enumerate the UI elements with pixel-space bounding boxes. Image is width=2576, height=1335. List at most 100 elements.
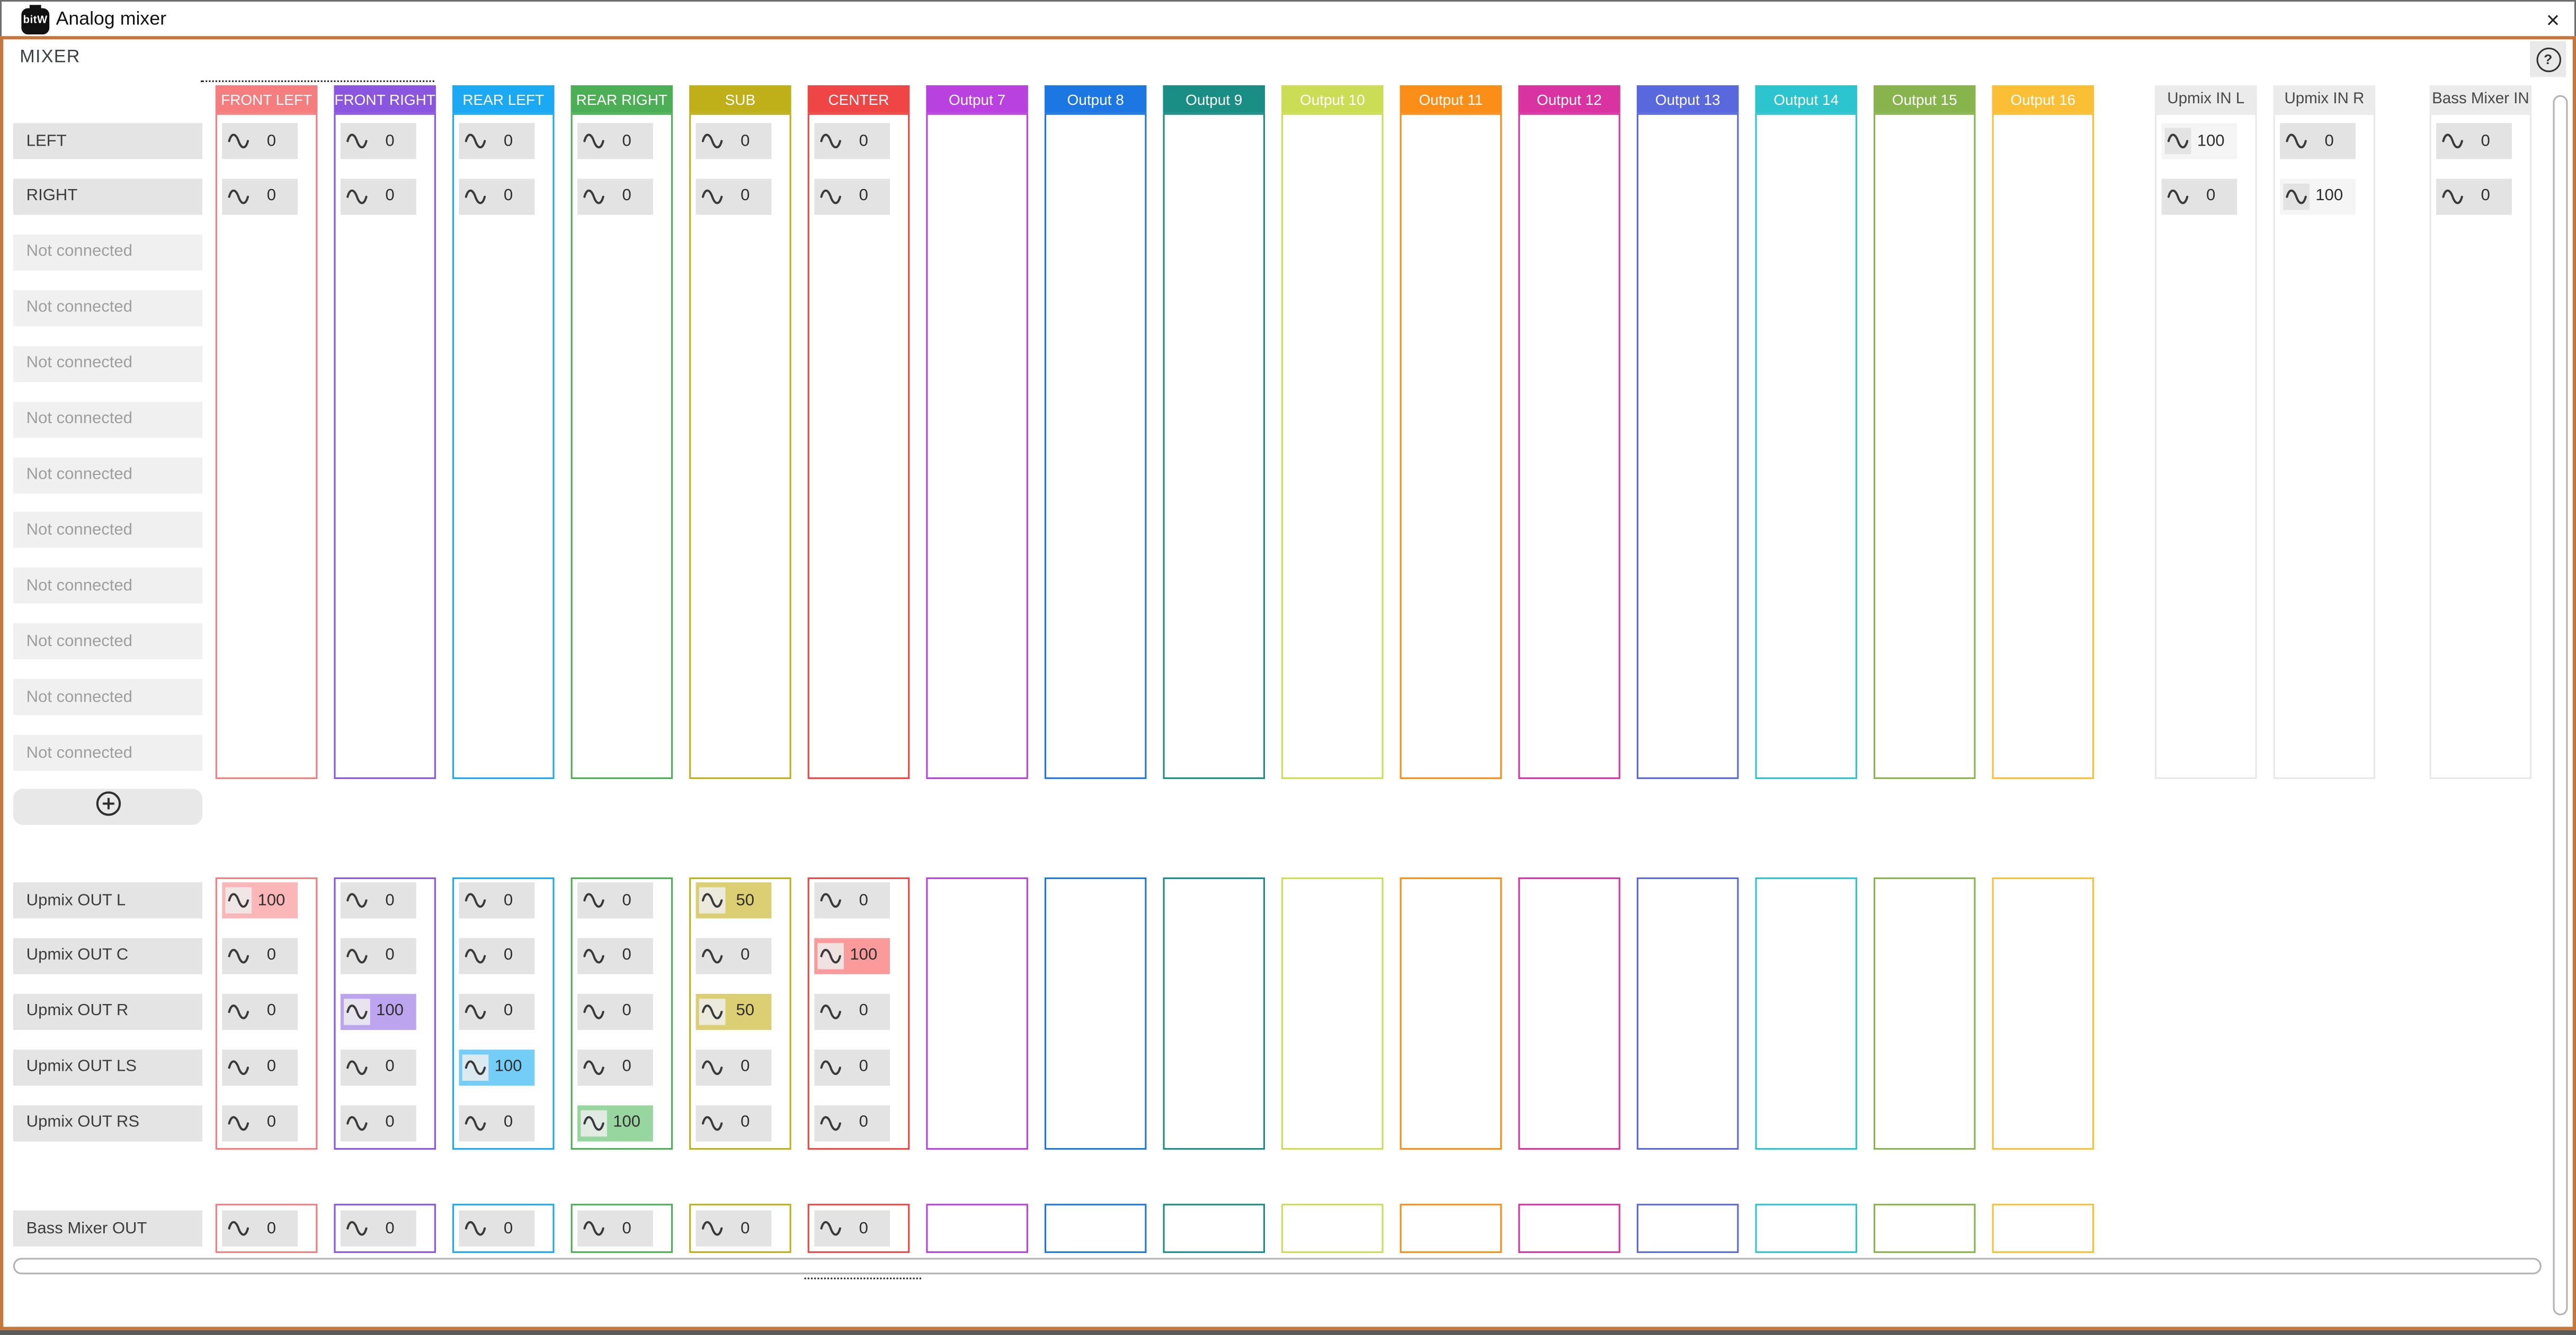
vertical-scrollbar[interactable] xyxy=(2553,95,2568,1315)
gain-value: 0 xyxy=(503,891,513,910)
mixer-cell[interactable]: 0 xyxy=(577,123,653,159)
gain-value: 0 xyxy=(385,132,395,150)
add-channel-button[interactable] xyxy=(13,789,202,825)
mixer-cell[interactable]: 0 xyxy=(2280,123,2356,159)
gain-value: 0 xyxy=(859,132,868,150)
mixer-cell[interactable]: 0 xyxy=(577,1049,653,1086)
mixer-cell[interactable]: 0 xyxy=(459,1105,535,1141)
gain-value: 100 xyxy=(2197,132,2225,150)
help-button[interactable]: ? xyxy=(2530,41,2566,77)
mixer-cell[interactable]: 0 xyxy=(340,178,416,215)
mixer-cell[interactable]: 0 xyxy=(340,1210,416,1247)
mixer-cell[interactable]: 0 xyxy=(577,993,653,1030)
mixer-cell[interactable]: 0 xyxy=(814,123,890,159)
mixer-cell[interactable]: 0 xyxy=(814,1105,890,1141)
column-header-center[interactable]: CENTER xyxy=(807,85,910,113)
mixer-cell[interactable]: 0 xyxy=(459,882,535,919)
mixer-cell[interactable]: 100 xyxy=(222,882,298,919)
mixer-cell[interactable]: 0 xyxy=(696,178,772,215)
sine-wave-icon xyxy=(581,888,607,914)
column-header-rear-right[interactable]: REAR RIGHT xyxy=(571,85,673,113)
gain-value: 0 xyxy=(622,891,631,910)
sine-wave-icon xyxy=(462,184,489,210)
mixer-cell[interactable]: 0 xyxy=(222,1049,298,1086)
mixer-cell[interactable]: 0 xyxy=(814,178,890,215)
mixer-cell[interactable]: 100 xyxy=(340,993,416,1030)
column-header-output-10[interactable]: Output 10 xyxy=(1281,85,1384,113)
mixer-cell[interactable]: 100 xyxy=(2161,123,2238,159)
mixer-cell[interactable]: 0 xyxy=(222,1210,298,1247)
mixer-cell[interactable]: 0 xyxy=(459,993,535,1030)
mixer-cell[interactable]: 0 xyxy=(340,1049,416,1086)
sine-wave-icon xyxy=(225,999,252,1025)
column-header-bass-mixer-in[interactable]: Bass Mixer IN xyxy=(2429,85,2532,113)
column-header-output-13[interactable]: Output 13 xyxy=(1636,85,1739,113)
mixer-cell[interactable]: 100 xyxy=(2280,178,2356,215)
mixer-cell[interactable]: 0 xyxy=(2161,178,2238,215)
mixer-cell[interactable]: 0 xyxy=(696,938,772,974)
mixer-cell[interactable]: 100 xyxy=(814,938,890,974)
mixer-cell[interactable]: 0 xyxy=(577,882,653,919)
column-header-sub[interactable]: SUB xyxy=(689,85,791,113)
column-header-output-8[interactable]: Output 8 xyxy=(1044,85,1147,113)
mixer-cell[interactable]: 0 xyxy=(340,1105,416,1141)
sine-wave-icon xyxy=(462,128,489,155)
close-button[interactable]: × xyxy=(2546,6,2560,33)
column-upmix-box xyxy=(1518,877,1620,1150)
mixer-cell[interactable]: 0 xyxy=(340,938,416,974)
mixer-cell[interactable]: 0 xyxy=(459,1210,535,1247)
mixer-cell[interactable]: 0 xyxy=(696,1210,772,1247)
mixer-cell[interactable]: 0 xyxy=(814,1210,890,1247)
column-header-output-16[interactable]: Output 16 xyxy=(1992,85,2094,113)
column-header-output-14[interactable]: Output 14 xyxy=(1755,85,1857,113)
mixer-cell[interactable]: 0 xyxy=(459,123,535,159)
mixer-cell[interactable]: 0 xyxy=(340,882,416,919)
mixer-cell[interactable]: 0 xyxy=(2436,178,2512,215)
mixer-cell[interactable]: 0 xyxy=(222,938,298,974)
column-header-output-15[interactable]: Output 15 xyxy=(1874,85,1976,113)
mixer-cell[interactable]: 0 xyxy=(696,1105,772,1141)
column-header-front-right[interactable]: FRONT RIGHT xyxy=(334,85,436,113)
column-upmix-box xyxy=(1992,877,2094,1150)
mixer-cell[interactable]: 100 xyxy=(577,1105,653,1141)
gain-value: 0 xyxy=(385,187,395,206)
gain-value: 0 xyxy=(503,132,513,150)
mixer-cell[interactable]: 0 xyxy=(814,1049,890,1086)
column-header-output-9[interactable]: Output 9 xyxy=(1163,85,1265,113)
sine-wave-icon xyxy=(699,1215,726,1242)
column-header-upmix-in-l[interactable]: Upmix IN L xyxy=(2155,85,2257,113)
horizontal-scrollbar[interactable] xyxy=(13,1258,2542,1275)
mixer-cell[interactable]: 0 xyxy=(696,1049,772,1086)
column-header-rear-left[interactable]: REAR LEFT xyxy=(452,85,555,113)
mixer-cell[interactable]: 0 xyxy=(459,938,535,974)
column-header-output-7[interactable]: Output 7 xyxy=(926,85,1028,113)
mixer-cell[interactable]: 0 xyxy=(814,882,890,919)
row-label-upmix-out: Upmix OUT LS xyxy=(13,1049,202,1086)
gain-value: 0 xyxy=(385,947,395,965)
mixer-cell[interactable]: 0 xyxy=(222,123,298,159)
mixer-cell[interactable]: 0 xyxy=(222,178,298,215)
column-header-output-11[interactable]: Output 11 xyxy=(1400,85,1502,113)
mixer-cell[interactable]: 0 xyxy=(814,993,890,1030)
mixer-cell[interactable]: 0 xyxy=(577,1210,653,1247)
row-label-upmix-out: Upmix OUT L xyxy=(13,882,202,919)
gain-value: 0 xyxy=(266,947,277,965)
column-header-front-left[interactable]: FRONT LEFT xyxy=(215,85,318,113)
mixer-cell[interactable]: 0 xyxy=(340,123,416,159)
mixer-cell[interactable]: 50 xyxy=(696,882,772,919)
mixer-cell[interactable]: 100 xyxy=(459,1049,535,1086)
column-bass-box xyxy=(1518,1204,1620,1253)
mixer-cell[interactable]: 0 xyxy=(577,938,653,974)
column-header-upmix-in-r[interactable]: Upmix IN R xyxy=(2273,85,2376,113)
mixer-cell[interactable]: 0 xyxy=(2436,123,2512,159)
gain-value: 0 xyxy=(622,132,631,150)
sine-wave-icon xyxy=(462,999,489,1025)
mixer-cell[interactable]: 0 xyxy=(222,1105,298,1141)
mixer-cell[interactable]: 0 xyxy=(222,993,298,1030)
mixer-cell[interactable]: 50 xyxy=(696,993,772,1030)
mixer-cell[interactable]: 0 xyxy=(577,178,653,215)
mixer-cell[interactable]: 0 xyxy=(696,123,772,159)
column-header-output-12[interactable]: Output 12 xyxy=(1518,85,1620,113)
mixer-cell[interactable]: 0 xyxy=(459,178,535,215)
